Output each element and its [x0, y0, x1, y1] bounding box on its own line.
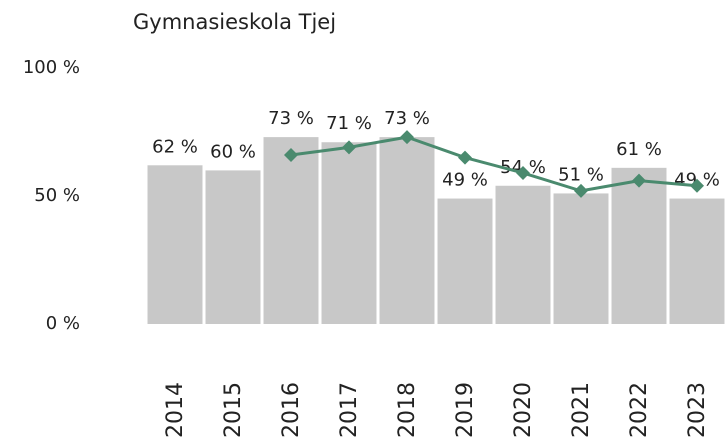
- x-tick-label: 2016: [279, 382, 304, 438]
- x-tick-label: 2022: [627, 382, 652, 438]
- data-label: 71 %: [326, 113, 372, 134]
- data-label: 49 %: [442, 170, 488, 191]
- x-tick-label: 2014: [163, 382, 188, 438]
- x-tick-label: 2023: [685, 382, 710, 438]
- data-label: 62 %: [152, 136, 198, 157]
- data-label: 73 %: [384, 108, 430, 129]
- line-marker: [284, 148, 298, 163]
- bar: [147, 165, 203, 324]
- y-tick-label: 0 %: [46, 313, 80, 334]
- x-tick-label: 2017: [337, 382, 362, 438]
- y-tick-label: 50 %: [34, 185, 80, 206]
- bar: [263, 137, 319, 324]
- line: [290, 135, 698, 193]
- data-label: 51 %: [558, 164, 604, 185]
- data-label: 61 %: [616, 139, 662, 160]
- bar: [495, 185, 551, 324]
- line-marker: [458, 150, 472, 165]
- data-label: 60 %: [210, 141, 256, 162]
- x-tick-label: 2020: [511, 382, 536, 438]
- data-label: 73 %: [268, 108, 314, 129]
- bar: [379, 137, 435, 324]
- bar: [437, 198, 493, 324]
- line-marker: [342, 140, 356, 155]
- line-marker: [690, 178, 704, 193]
- x-tick-label: 2021: [569, 382, 594, 438]
- chart-title: Gymnasieskola Tjej: [133, 10, 336, 34]
- line-marker: [574, 183, 588, 198]
- bar: [205, 170, 261, 324]
- bar: [553, 193, 609, 324]
- x-tick-label: 2015: [221, 382, 246, 438]
- line-marker: [632, 173, 646, 188]
- line-marker: [400, 130, 414, 145]
- x-tick-label: 2019: [453, 382, 478, 438]
- y-tick-label: 100 %: [23, 57, 80, 78]
- x-tick-label: 2018: [395, 382, 420, 438]
- bar: [321, 142, 377, 324]
- bar: [669, 198, 725, 324]
- bar: [611, 167, 667, 324]
- line-marker: [516, 165, 530, 180]
